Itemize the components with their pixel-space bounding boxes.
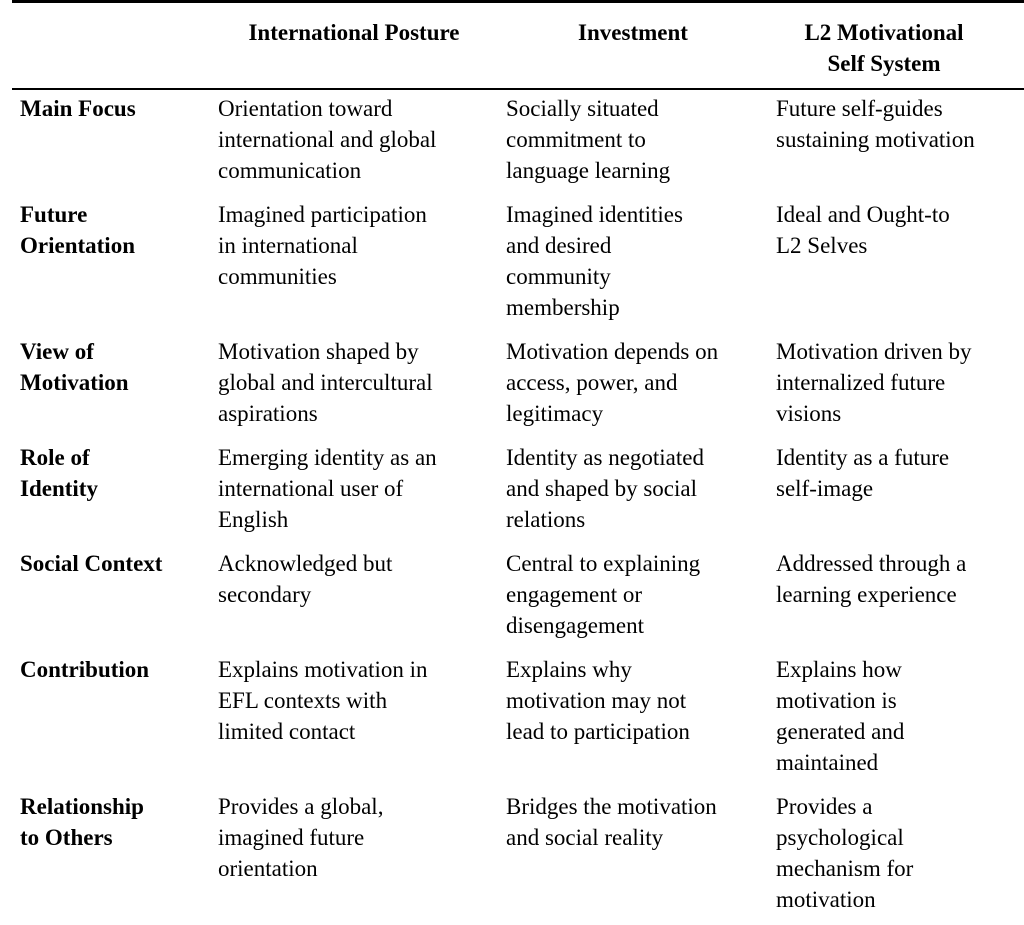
- cell-future-orientation-investment: Imagined identities and desired communit…: [506, 202, 683, 320]
- header-international-posture: International Posture: [210, 1, 498, 90]
- cell-main-focus-l2mss: Future self-guides sustaining motivation: [776, 96, 975, 152]
- cell-main-focus-investment: Socially situated commitment to language…: [506, 96, 671, 183]
- cell-social-context-international-posture: Acknowledged but secondary: [218, 551, 393, 607]
- table-row: Role of Identity Emerging identity as an…: [12, 439, 1024, 545]
- cell-relationship-to-others-international-posture: Provides a global, imagined future orien…: [218, 794, 384, 881]
- table-row: Relationship to Others Provides a global…: [12, 788, 1024, 925]
- cell-social-context-investment: Central to explaining engagement or dise…: [506, 551, 701, 638]
- cell-role-of-identity-investment: Identity as negotiated and shaped by soc…: [506, 445, 704, 532]
- row-label-role-of-identity: Role of Identity: [20, 445, 98, 501]
- cell-contribution-international-posture: Explains motivation in EFL contexts with…: [218, 657, 428, 744]
- cell-view-of-motivation-investment: Motivation depends on access, power, and…: [506, 339, 719, 426]
- cell-role-of-identity-international-posture: Emerging identity as an international us…: [218, 445, 437, 532]
- table-row: Future Orientation Imagined participatio…: [12, 196, 1024, 333]
- row-label-relationship-to-others: Relationship to Others: [20, 794, 144, 850]
- cell-contribution-investment: Explains why motivation may not lead to …: [506, 657, 690, 744]
- table-row: View of Motivation Motivation shaped by …: [12, 333, 1024, 439]
- row-label-contribution: Contribution: [20, 657, 150, 682]
- table-row: Social Context Acknowledged but secondar…: [12, 545, 1024, 651]
- cell-view-of-motivation-international-posture: Motivation shaped by global and intercul…: [218, 339, 433, 426]
- row-label-social-context: Social Context: [20, 551, 163, 576]
- table-row: Main Focus Orientation toward internatio…: [12, 89, 1024, 196]
- cell-view-of-motivation-l2mss: Motivation driven by internalized future…: [776, 339, 972, 426]
- framework-comparison-table: International Posture Investment L2 Moti…: [12, 0, 1024, 925]
- table-row: Contribution Explains motivation in EFL …: [12, 651, 1024, 788]
- cell-future-orientation-international-posture: Imagined participation in international …: [218, 202, 427, 289]
- cell-future-orientation-l2mss: Ideal and Ought-to L2 Selves: [776, 202, 950, 258]
- cell-social-context-l2mss: Addressed through a learning experience: [776, 551, 967, 607]
- cell-main-focus-international-posture: Orientation toward international and glo…: [218, 96, 437, 183]
- cell-relationship-to-others-investment: Bridges the motivation and social realit…: [506, 794, 717, 850]
- cell-role-of-identity-l2mss: Identity as a future self-image: [776, 445, 950, 501]
- row-label-main-focus: Main Focus: [20, 96, 136, 121]
- cell-relationship-to-others-l2mss: Provides a psychological mechanism for m…: [776, 794, 914, 912]
- cell-contribution-l2mss: Explains how motivation is generated and…: [776, 657, 905, 775]
- header-investment: Investment: [498, 1, 768, 90]
- header-l2-motivational-self-system: L2 Motivational Self System: [768, 1, 1024, 90]
- row-label-future-orientation: Future Orientation: [20, 202, 135, 258]
- table-header-row: International Posture Investment L2 Moti…: [12, 1, 1024, 90]
- row-label-view-of-motivation: View of Motivation: [20, 339, 129, 395]
- header-empty-cell: [12, 1, 210, 90]
